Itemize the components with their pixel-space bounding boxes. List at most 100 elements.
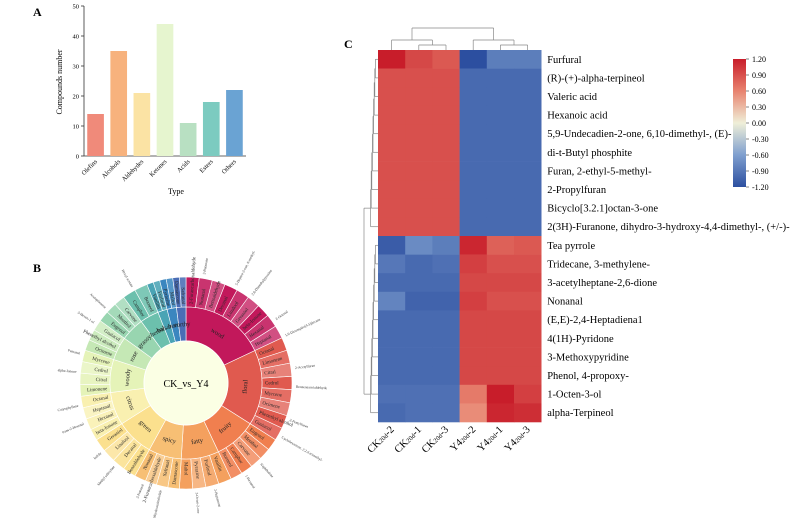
panel-c-cell (514, 50, 542, 69)
panel-c-colorbar-tick-label: -1.20 (752, 183, 769, 192)
panel-b-compound-label: Furfural (202, 459, 211, 477)
panel-b-compound-label: Borneol (142, 296, 154, 313)
panel-b-compound-label: Myrcene (264, 391, 283, 398)
panel-c-cell (378, 329, 406, 348)
panel-c-cell (486, 366, 515, 386)
panel-c-cell (514, 87, 542, 107)
panel-c-row-label: 2-Propylfuran (547, 185, 607, 196)
panel-b-outer-compound-label: alpha-Ionone (57, 368, 77, 374)
panel-c-row-label: 3-acetylheptane-2,6-dione (547, 278, 657, 289)
panel-b-outer-compound-label: 5-Hepten-2-one, 6-methyl- (235, 249, 258, 286)
panel-a-x-tick-label: Others (221, 158, 239, 176)
panel-c-cell (432, 124, 460, 144)
panel-c-row-label: Hexanoic acid (547, 111, 608, 122)
panel-c-row-label: Furan, 2-ethyl-5-methyl- (547, 166, 652, 177)
panel-c-cell (514, 124, 542, 144)
panel-c-cell (459, 198, 488, 218)
panel-c-row-label: 2(3H)-Furanone, dihydro-3-hydroxy-4,4-di… (547, 222, 790, 233)
panel-b-outer-compound-label: Indole (93, 451, 103, 460)
panel-c-cell (459, 161, 488, 181)
panel-c-cell (459, 105, 488, 125)
panel-c-cell (514, 198, 542, 218)
panel-c-cell (486, 217, 515, 237)
panel-c-cell (514, 366, 542, 386)
panel-c-cell (486, 87, 515, 107)
panel-c-cell (514, 68, 542, 88)
panel-c-cell (459, 68, 488, 88)
panel-c-cell (514, 310, 542, 330)
panel-c-cell (405, 366, 433, 386)
panel-c-column-label: Y420d-3 (503, 424, 533, 454)
panel-c-cell (514, 180, 542, 200)
panel-c-column-label: CK20d-1 (393, 424, 424, 455)
panel-a-x-tick-label: Aldehydes (121, 158, 146, 183)
panel-c-row-label: Nonanal (547, 297, 583, 308)
panel-b-compound-label: Hexanal (97, 412, 115, 423)
panel-c-cell (432, 347, 460, 367)
panel-c-cell (432, 291, 460, 311)
panel-c-row-label: Furfural (547, 55, 581, 66)
panel-b-compound-label: Furfural (156, 291, 166, 309)
panel-c-cell (432, 254, 460, 274)
panel-c-cell (432, 273, 460, 293)
panel-c-row-label: di-t-Butyl phosphite (547, 148, 632, 159)
panel-c-cell (459, 384, 488, 404)
panel-b-outer-compound-label: 2-Heptanone (213, 489, 222, 508)
panel-c-cell (405, 105, 433, 125)
panel-c-cell (405, 217, 433, 237)
panel-c-cell (459, 329, 488, 348)
panel-b-center-label: CK_vs_Y4 (163, 379, 208, 390)
panel-b-compound-label: Maltol (168, 292, 175, 307)
panel-b-outer-compound-label: Naphthalene (259, 462, 274, 478)
panel-c-cell (514, 161, 542, 181)
panel-c-cell (378, 87, 406, 107)
panel-c-cell (486, 403, 515, 423)
panel-c-cell (405, 50, 433, 69)
panel-c-cell (486, 310, 515, 330)
panel-b-category-label: woody (124, 368, 133, 387)
panel-b-wedges: 2-Furancarboxaldehyde Nonanal Benzaldehyde… (79, 256, 294, 503)
panel-c-cell (459, 366, 488, 386)
panel-b-label: B (33, 261, 41, 275)
panel-b-compound-label: Nonanal (199, 288, 207, 306)
panel-c-row-label: alpha-Terpineol (547, 408, 613, 419)
panel-a-bar-esters (202, 102, 220, 156)
panel-c-colorbar-tick-label: -0.30 (752, 135, 769, 144)
panel-b-category-label: burnt (168, 321, 183, 330)
panel-c-colorbar-ticks: 1.20 0.90 0.60 0.30 0.00 -0.30 -0.60 -0.90 -1.20 (746, 55, 769, 192)
panel-b-compound-label: Ocimene (94, 347, 113, 358)
panel-c-row-label: Tridecane, 3-methylene- (547, 259, 650, 270)
panel-a-bar-olefins (87, 114, 104, 156)
panel-c-cell (378, 236, 406, 255)
panel-a-label: A (33, 5, 42, 19)
panel-c-cell (486, 124, 515, 144)
panel-b-compound-label: Ocimene (262, 401, 281, 411)
panel-c-row-label: Bicyclo[3.2.1]octan-3-one (547, 204, 658, 215)
panel-c-cell (459, 254, 488, 274)
panel-b-compound-label: Cedrol (265, 382, 279, 387)
panel-c-row-label: Phenol, 4-propoxy- (547, 371, 629, 382)
panel-a-bar-others (226, 90, 243, 156)
panel-c-cell (459, 87, 488, 107)
panel-c-row-labels: Furfural (R)-(+)-alpha-terpineol Valeric a… (547, 55, 790, 419)
panel-b-flavor-wheel: B 2-Butanone 5-Hepten-2-one, 6-methyl-2,6… (33, 249, 328, 518)
panel-b-outer-compound-label: 2-Octenal (275, 310, 289, 321)
panel-c-row-label: 1-Octen-3-ol (547, 390, 601, 401)
panel-c-row-label: 4(1H)-Pyridone (547, 334, 614, 345)
panel-b-compound-label: Safranal (179, 287, 185, 304)
panel-c-cell (432, 384, 460, 404)
panel-c-cell (378, 347, 406, 367)
panel-c-cell (514, 403, 542, 423)
panel-c-cell (514, 254, 542, 274)
panel-b-outer-compound-label: 1,6-Dioxaspiro[4.5]decane (284, 317, 321, 338)
panel-c-cell (378, 143, 406, 162)
panel-a-y-tick-label: 50 (73, 3, 80, 10)
panel-c-cell (378, 105, 406, 125)
panel-b-center-circle (143, 340, 229, 426)
panel-b-outer-compound-label: 2-Pentylfuran (289, 418, 309, 429)
panel-c-cell (432, 403, 460, 423)
panel-c-cell (486, 105, 515, 125)
panel-c-cell (432, 329, 460, 348)
panel-b-compound-label: Citral (96, 378, 108, 383)
